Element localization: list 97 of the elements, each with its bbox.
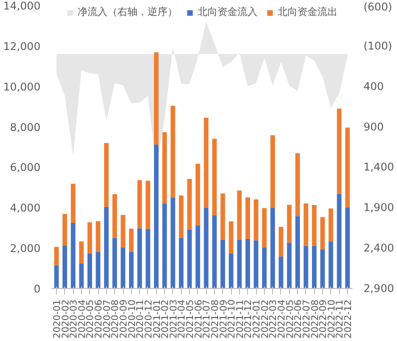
bar — [262, 208, 267, 248]
bar — [154, 52, 159, 145]
bar — [96, 221, 100, 252]
y2-tick-label: 400 — [364, 80, 384, 93]
y2-tick-label: 2,400 — [364, 242, 394, 255]
bar — [104, 206, 109, 288]
x-tick-label: 2020-01 — [52, 299, 63, 338]
bar — [254, 199, 258, 240]
bar — [112, 194, 117, 238]
x-tick-label: 2020-12 — [143, 299, 154, 338]
bar — [87, 253, 92, 288]
bar — [270, 208, 275, 288]
legend-label: 北向资金流入 — [198, 6, 258, 19]
bar — [196, 225, 200, 288]
bar — [104, 142, 109, 207]
bar — [129, 252, 134, 288]
bar — [137, 228, 142, 288]
bar — [212, 138, 217, 216]
bar — [196, 164, 200, 226]
bar — [336, 108, 342, 194]
bar — [212, 215, 217, 288]
bar — [228, 221, 234, 254]
bar — [162, 203, 167, 288]
bar — [146, 228, 150, 288]
bar — [120, 247, 126, 288]
bar — [245, 238, 250, 288]
bar — [287, 242, 292, 288]
y-tick-label: 0 — [34, 282, 41, 296]
bar — [328, 241, 334, 288]
y-tick-label: 8,000 — [10, 120, 41, 134]
bar — [295, 153, 300, 216]
bar — [295, 216, 300, 288]
bar — [304, 203, 308, 246]
x-tick-label: 2022-04 — [276, 299, 288, 338]
bar — [320, 249, 325, 288]
y2-tick-label: (600) — [364, 0, 392, 14]
y-tick-label: 2,000 — [10, 242, 41, 256]
bar — [146, 180, 150, 229]
bar — [262, 247, 267, 288]
bar — [237, 240, 242, 288]
bar — [287, 204, 292, 243]
bar — [228, 254, 234, 288]
y-tick-label: 12,000 — [3, 40, 41, 53]
y-tick-label: 4,000 — [10, 202, 41, 215]
legend-label: 净流入（右轴，逆序） — [78, 6, 178, 19]
bar — [312, 246, 317, 288]
bar — [178, 238, 184, 288]
bar — [245, 197, 250, 239]
y2-tick-label: 2,900 — [364, 282, 394, 295]
bar — [154, 144, 159, 288]
bar — [120, 214, 126, 248]
x-tick-label: 2022-12 — [343, 299, 354, 338]
bar — [70, 223, 76, 288]
bar — [112, 238, 117, 288]
bar — [270, 135, 275, 208]
bar — [187, 178, 192, 230]
bar — [70, 184, 76, 224]
bar — [320, 217, 325, 250]
bar — [54, 265, 59, 288]
y2-tick-label: (100) — [364, 39, 392, 52]
y2-tick-label: 900 — [364, 120, 384, 134]
bar — [170, 197, 176, 288]
bar — [79, 241, 84, 264]
bar — [204, 118, 208, 208]
y-tick-label: 10,000 — [3, 80, 41, 94]
y-tick-label: 14,000 — [3, 0, 41, 12]
bar — [304, 246, 308, 288]
bar — [204, 208, 208, 288]
x-tick-label: 2022-07 — [301, 299, 312, 338]
bar — [62, 214, 68, 246]
bar — [178, 196, 184, 238]
y2-tick-label: 1,900 — [364, 201, 394, 214]
bar — [187, 230, 192, 288]
bar — [96, 252, 100, 288]
bar — [79, 263, 84, 288]
y2-tick-label: 1,400 — [364, 160, 394, 174]
bar — [54, 246, 59, 266]
bar — [137, 180, 142, 228]
bar — [162, 132, 167, 204]
bar — [170, 106, 176, 198]
bar — [336, 194, 342, 288]
bar — [345, 128, 350, 208]
bar — [87, 222, 92, 254]
bar — [312, 205, 317, 246]
bar — [278, 256, 284, 288]
bar — [237, 190, 242, 240]
bar — [345, 207, 350, 288]
y-tick-label: 6,000 — [10, 161, 41, 174]
x-tick-label: 2021-08 — [210, 299, 221, 338]
bar — [254, 240, 258, 288]
bar — [62, 245, 68, 288]
bar — [220, 193, 226, 240]
bar — [129, 228, 134, 252]
legend-label: 北向资金流出 — [278, 6, 338, 19]
bar — [278, 226, 284, 257]
bar — [328, 208, 334, 242]
bar — [220, 240, 226, 288]
